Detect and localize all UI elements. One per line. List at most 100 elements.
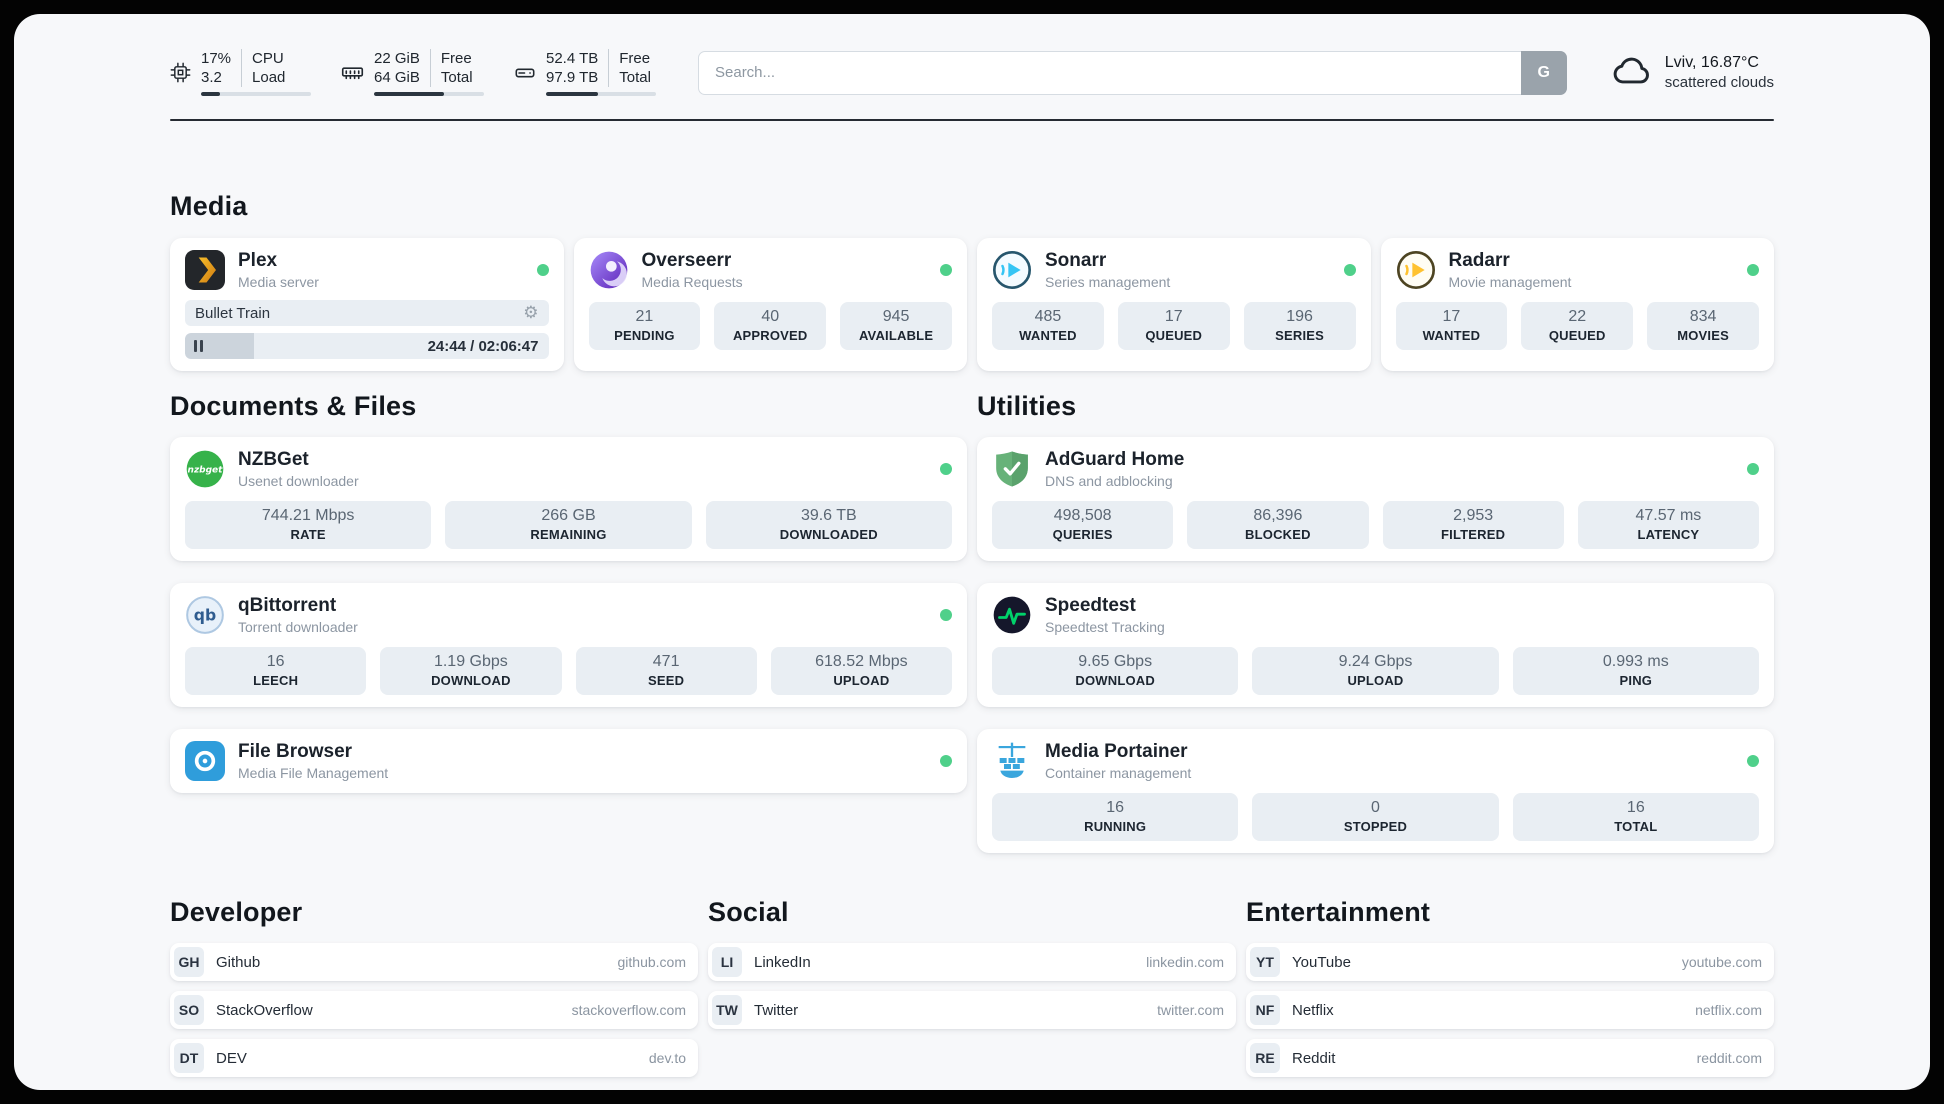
status-online-dot	[940, 755, 952, 767]
dashboard-board: 17% 3.2 CPU Load	[14, 14, 1930, 1090]
stat-label: PENDING	[614, 328, 675, 343]
documents-column: Documents & Files nzbget NZBGet Usenet d…	[170, 391, 967, 793]
stat-box: 9.65 Gbps DOWNLOAD	[992, 647, 1239, 695]
bookmarks-entertainment: Entertainment YT YouTube youtube.com NF …	[1246, 897, 1774, 1077]
app-name: Overseerr	[641, 250, 732, 271]
stat-value: 0.993 ms	[1602, 653, 1669, 670]
bookmark-stackoverflow[interactable]: SO StackOverflow stackoverflow.com	[170, 991, 698, 1029]
app-name: Radarr	[1448, 250, 1510, 271]
stat-value: 618.52 Mbps	[815, 653, 908, 670]
status-online-dot	[940, 264, 952, 276]
app-card-qbittorrent[interactable]: qb qBittorrent Torrent downloader 16 LEE…	[170, 583, 967, 707]
now-playing-row: Bullet Train ⚙	[185, 300, 549, 326]
playback-progress-bar[interactable]: 24:44 / 02:06:47	[185, 333, 549, 359]
app-name: qBittorrent	[238, 595, 337, 616]
linkedin-icon: LI	[712, 947, 742, 977]
bookmark-url: linkedin.com	[1146, 954, 1224, 970]
disk-total-label: Total	[619, 69, 651, 86]
app-card-filebrowser[interactable]: File Browser Media File Management	[170, 729, 967, 793]
stat-box: 196 SERIES	[1243, 302, 1356, 350]
stat-value: 47.57 ms	[1635, 507, 1702, 524]
search-engine-button[interactable]: G	[1520, 50, 1567, 95]
app-name: AdGuard Home	[1045, 449, 1185, 470]
playback-time: 24:44 / 02:06:47	[427, 337, 539, 355]
stat-value: 86,396	[1253, 507, 1303, 524]
bookmark-url: netflix.com	[1695, 1002, 1762, 1018]
status-online-dot	[1747, 755, 1759, 767]
bookmark-url: youtube.com	[1681, 954, 1762, 970]
filebrowser-icon	[185, 741, 225, 781]
disk-progress-fill	[546, 92, 598, 96]
cpu-load-value: 3.2	[201, 69, 222, 86]
stat-label: RATE	[290, 527, 326, 542]
bookmark-name: Netflix	[1292, 1001, 1334, 1019]
bookmark-url: reddit.com	[1696, 1050, 1762, 1066]
app-card-overseerr[interactable]: Overseerr Media Requests 21 PENDING 40 A…	[573, 238, 967, 371]
cpu-percent: 17%	[201, 50, 232, 67]
status-online-dot	[1747, 463, 1759, 475]
bookmark-netflix[interactable]: NF Netflix netflix.com	[1246, 991, 1774, 1029]
stat-box: 21 PENDING	[588, 302, 701, 350]
status-online-dot	[940, 609, 952, 621]
ram-progress-fill	[374, 92, 445, 96]
app-name: Sonarr	[1045, 250, 1107, 271]
app-card-nzbget[interactable]: nzbget NZBGet Usenet downloader 744.21 M…	[170, 437, 967, 561]
bookmark-youtube[interactable]: YT YouTube youtube.com	[1246, 943, 1774, 981]
disk-progress-track	[546, 92, 656, 96]
dev-icon: DT	[174, 1043, 204, 1073]
stat-value: 196	[1286, 308, 1313, 325]
stat-box: 485 WANTED	[992, 302, 1104, 350]
header: 17% 3.2 CPU Load	[170, 48, 1774, 97]
overseerr-icon	[589, 250, 629, 290]
bookmark-twitter[interactable]: TW Twitter twitter.com	[708, 991, 1236, 1029]
stat-box: 1.19 Gbps DOWNLOAD	[380, 647, 562, 695]
stat-value: 834	[1689, 308, 1717, 325]
stat-label: FILTERED	[1441, 527, 1506, 542]
search-input[interactable]	[698, 50, 1567, 95]
stat-label: UPLOAD	[1347, 673, 1404, 688]
youtube-icon: YT	[1250, 947, 1280, 977]
gear-icon[interactable]: ⚙	[523, 302, 539, 323]
disk-free-value: 52.4 TB	[546, 50, 599, 67]
bookmark-github[interactable]: GH Github github.com	[170, 943, 698, 981]
disk-metric: 52.4 TB 97.9 TB Free Total	[514, 49, 656, 96]
section-title-media: Media	[170, 191, 248, 221]
app-card-adguard[interactable]: AdGuard Home DNS and adblocking 498,508 …	[977, 437, 1774, 561]
stat-box: 266 GB REMAINING	[445, 501, 692, 549]
app-card-radarr[interactable]: Radarr Movie management 17 WANTED 22 QUE…	[1380, 238, 1774, 371]
utilities-column: Utilities AdGuard Home DNS and adblockin…	[977, 391, 1774, 853]
app-card-sonarr[interactable]: Sonarr Series management 485 WANTED 17 Q…	[977, 238, 1371, 371]
pause-icon[interactable]	[194, 340, 203, 352]
stat-value: 945	[882, 308, 910, 325]
app-card-speedtest[interactable]: Speedtest Speedtest Tracking 9.65 Gbps D…	[977, 583, 1774, 707]
stat-box: 16 TOTAL	[1512, 793, 1759, 841]
stat-box: 16 RUNNING	[992, 793, 1239, 841]
app-name: NZBGet	[238, 449, 309, 470]
bookmark-linkedin[interactable]: LI LinkedIn linkedin.com	[708, 943, 1236, 981]
stat-box: 471 SEED	[575, 647, 757, 695]
ram-total-value: 64 GiB	[374, 69, 420, 86]
app-card-plex[interactable]: Plex Media server Bullet Train ⚙ 24:44 /…	[170, 238, 564, 371]
cpu-label: CPU	[252, 50, 284, 67]
section-title-developer: Developer	[170, 897, 303, 927]
app-subtitle: Media server	[238, 274, 319, 290]
cpu-load-label: Load	[252, 69, 286, 86]
disk-icon	[514, 62, 536, 84]
stat-value: 22	[1568, 308, 1587, 325]
stat-value: 17	[1164, 308, 1183, 325]
app-card-portainer[interactable]: Media Portainer Container management 16 …	[977, 729, 1774, 853]
stats-row: 498,508 QUERIES 86,396 BLOCKED 2,953 FIL…	[992, 501, 1759, 549]
app-subtitle: Usenet downloader	[238, 473, 359, 489]
app-name: File Browser	[238, 741, 353, 762]
svg-text:nzbget: nzbget	[188, 466, 224, 476]
bookmark-reddit[interactable]: RE Reddit reddit.com	[1246, 1039, 1774, 1077]
bookmark-name: LinkedIn	[754, 953, 811, 971]
stat-label: QUERIES	[1052, 527, 1113, 542]
bookmark-dev[interactable]: DT DEV dev.to	[170, 1039, 698, 1077]
stat-box: 0 STOPPED	[1252, 793, 1499, 841]
app-subtitle: Media Requests	[641, 274, 743, 290]
stat-label: SERIES	[1275, 328, 1325, 343]
now-playing-title: Bullet Train	[195, 304, 271, 322]
stat-box: 47.57 ms LATENCY	[1577, 501, 1759, 549]
